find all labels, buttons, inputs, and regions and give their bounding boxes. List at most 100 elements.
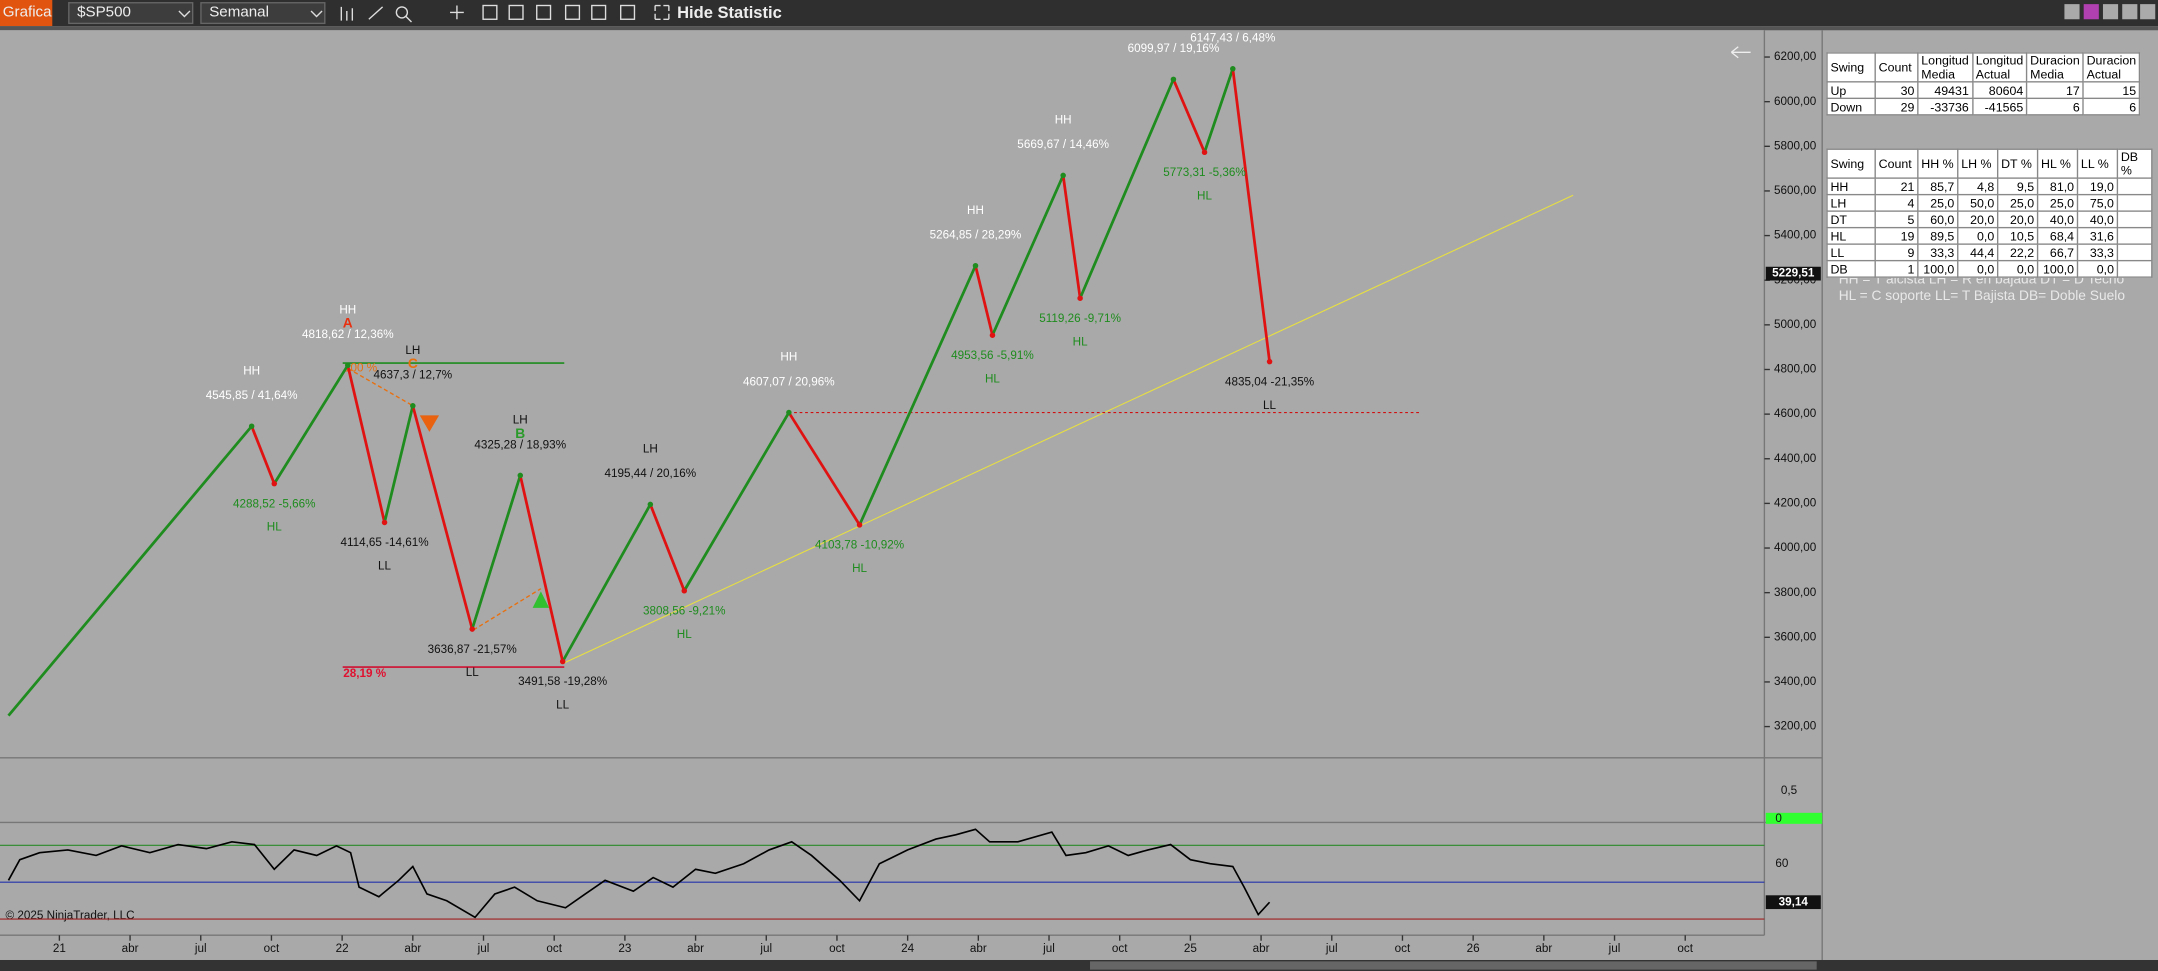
hide-statistic-button[interactable]: Hide Statistic (677, 2, 782, 23)
y-tick-label: 4800,00 (1774, 363, 1817, 376)
scrollbar[interactable] (0, 959, 2158, 971)
up-leg (273, 364, 349, 485)
up-leg (1203, 68, 1235, 153)
y-tick-label: 5400,00 (1774, 229, 1817, 242)
scrollbar-thumb[interactable] (1090, 961, 1817, 970)
table-cell: 44,4 (1957, 243, 1999, 262)
x-tick-label: jul (1325, 942, 1338, 955)
table-cell: 0,0 (2076, 259, 2119, 278)
y-tick-label: 4000,00 (1774, 541, 1817, 554)
symbol-select[interactable] (68, 2, 194, 25)
table-cell: 49431 (1917, 81, 1973, 100)
table-cell: 5 (1874, 210, 1919, 229)
y-tick-label: 4600,00 (1774, 407, 1817, 420)
tool-icons[interactable] (340, 4, 670, 23)
swing-label: 4545,85 / 41,64% (206, 389, 298, 402)
stats-table: Swing Count Longitud Media Longitud Actual D… (1826, 52, 2141, 116)
y-tick-label: 5600,00 (1774, 184, 1817, 197)
swing-point (647, 501, 654, 508)
y-tick-label: 3200,00 (1774, 720, 1817, 733)
table-cell: 0,0 (1996, 259, 2039, 278)
x-tick-label: oct (264, 942, 280, 955)
table-cell: 85,7 (1917, 177, 1959, 196)
symbol-value[interactable]: $SP500 (77, 4, 131, 21)
table-cell: HL (1826, 226, 1876, 245)
osc-value-label: 39,14 (1779, 895, 1809, 908)
table-cell: 30 (1874, 81, 1919, 100)
table-cell: 1 (1874, 259, 1919, 278)
y-tick-label: 4200,00 (1774, 496, 1817, 509)
table-cell: 33,3 (2076, 243, 2119, 262)
table-cell (2116, 226, 2153, 245)
swing-point (559, 658, 566, 665)
swing-label: 4288,52 -5,66% (233, 497, 316, 510)
table-cell: LL % (2076, 148, 2119, 179)
swing-point (786, 409, 792, 416)
table-cell (2116, 259, 2153, 278)
down-leg (787, 411, 861, 526)
upper-panel-label: 0 (1775, 812, 1782, 825)
table-cell: 10,5 (1996, 226, 2039, 245)
table-cell (2116, 193, 2153, 212)
table-cell: 29 (1874, 97, 1919, 116)
swing-tag: HL (985, 372, 1000, 385)
y-tick-label: 6200,00 (1774, 50, 1817, 63)
x-tick-label: oct (1677, 942, 1693, 955)
swing-label: 4195,44 / 20,16% (605, 467, 697, 480)
swing-label: 6099,97 / 19,16% (1128, 42, 1220, 55)
pattern-guides (347, 367, 542, 631)
window-button[interactable] (2122, 4, 2138, 20)
back-arrow[interactable] (1730, 46, 1751, 59)
swing-tag: HH (243, 364, 260, 377)
x-tick-label: jul (194, 942, 207, 955)
upper-panel-badge (1765, 812, 1823, 824)
window-button[interactable] (2140, 4, 2156, 20)
swing-label: 5264,85 / 28,29% (930, 229, 1022, 242)
table-cell: 4 (1874, 193, 1919, 212)
legend-line: HL = C soporte LL= T Bajista DB= Doble S… (1838, 288, 2125, 304)
table-cell: 0,0 (1957, 226, 1999, 245)
table-row: Swing Count HH % LH % DT % HL % LL % DB % (1826, 148, 2153, 179)
window-button[interactable] (2102, 4, 2119, 20)
table-cell: 81,0 (2036, 177, 2079, 196)
up-leg (991, 174, 1065, 336)
table-cell (2116, 243, 2153, 262)
swing-point (248, 423, 255, 429)
swing-point (271, 480, 278, 487)
swing-tag: HH (1055, 113, 1072, 126)
table-cell: DT % (1996, 148, 2039, 179)
stats-table: Swing Count HH % LH % DT % HL % LL % DB % HH 21 85… (1826, 148, 2153, 278)
x-tick-label: 26 (1467, 942, 1480, 955)
period-select[interactable] (200, 2, 326, 25)
down-leg (346, 365, 386, 523)
down-leg (1172, 78, 1206, 153)
swing-tag: HH (780, 351, 797, 364)
swing-label: 3636,87 -21,57% (428, 643, 517, 656)
swing-tag: HH (967, 204, 984, 217)
x-tick-label: 25 (1184, 942, 1198, 955)
app-tab-label[interactable]: Grafica (2, 4, 52, 21)
swing-tag: LH (643, 442, 658, 455)
x-tick-label: abr (1535, 942, 1552, 955)
swing-point (345, 362, 351, 369)
x-tick-label: abr (122, 942, 139, 955)
down-leg (411, 405, 474, 630)
swing-label: 5119,26 -9,71% (1039, 312, 1121, 325)
window-button[interactable] (2064, 4, 2080, 20)
table-cell: 31,6 (2076, 226, 2119, 245)
table-cell: 0,0 (1957, 259, 1999, 278)
swing-label: 3808,56 -9,21% (643, 604, 726, 617)
period-value[interactable]: Semanal (209, 4, 269, 21)
x-tick-label: oct (546, 942, 562, 955)
x-tick-label: jul (1042, 942, 1055, 955)
app-tab[interactable] (0, 0, 53, 27)
table-cell: 15 (2082, 81, 2141, 100)
y-tick-label: 5000,00 (1774, 318, 1817, 331)
table-row: LL 9 33,3 44,4 22,2 66,7 33,3 (1826, 243, 2153, 262)
x-tick-label: abr (1253, 942, 1270, 955)
window-button[interactable] (2083, 4, 2099, 20)
swing-tag: HL (852, 562, 867, 575)
swing-point (681, 588, 688, 594)
pattern-letter: B (515, 426, 525, 441)
